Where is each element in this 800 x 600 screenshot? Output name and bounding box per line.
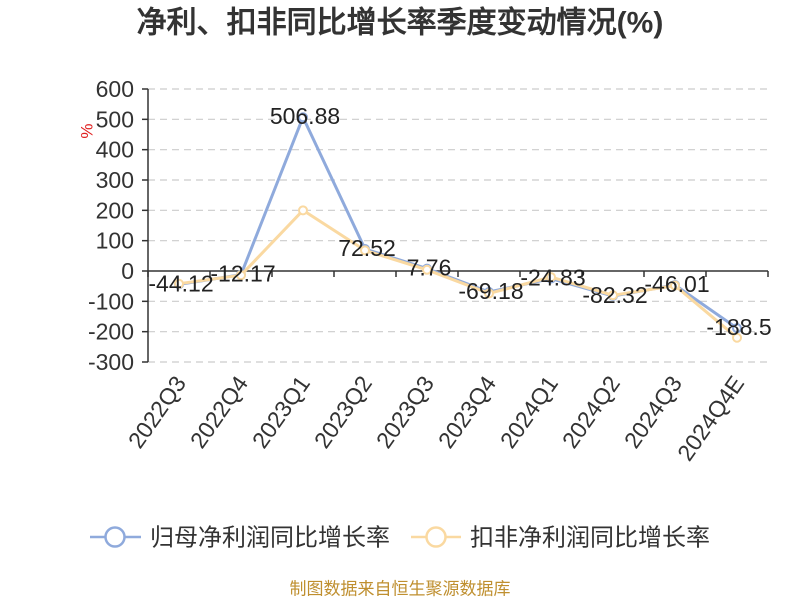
data-point — [484, 288, 494, 299]
data-label: 72.52 — [338, 235, 396, 261]
series-line-2 — [177, 208, 739, 340]
data-point — [732, 332, 742, 343]
legend-circle-icon — [425, 526, 447, 548]
legend-label: 归母净利润同比增长率 — [150, 525, 390, 552]
y-tick-label: 100 — [96, 228, 134, 254]
data-label: -24.83 — [520, 265, 585, 291]
data-labels: -44.12-12.17506.8872.527.76-69.18-24.83-… — [148, 103, 771, 340]
data-point — [422, 264, 432, 275]
data-point — [546, 272, 556, 283]
x-tick-label: 2022Q4 — [185, 371, 253, 453]
y-axis-unit-label: % — [78, 123, 97, 138]
x-tick-label: 2023Q1 — [247, 371, 315, 453]
gridlines — [148, 88, 768, 363]
data-point — [360, 245, 370, 256]
data-label: 7.76 — [407, 255, 452, 281]
y-tick-label: -100 — [88, 288, 134, 314]
data-label: -12.17 — [210, 261, 275, 287]
y-tick-label: 200 — [96, 197, 134, 223]
data-point — [608, 290, 618, 301]
data-point — [174, 278, 184, 289]
x-tick-label: 2023Q3 — [371, 371, 439, 453]
y-tick-label: 300 — [96, 167, 134, 193]
y-tick-label: 0 — [121, 258, 134, 284]
legend-circle-icon — [104, 526, 126, 548]
data-point — [732, 323, 742, 334]
x-tick-label: 2022Q3 — [123, 371, 191, 453]
y-tick-label: 600 — [96, 76, 134, 102]
data-label: -44.12 — [148, 270, 213, 296]
y-tick-label: -300 — [88, 349, 134, 375]
legend-label: 扣非净利润同比增长率 — [470, 525, 710, 552]
y-tick-label: -200 — [88, 319, 134, 345]
data-label: -188.5 — [706, 314, 771, 340]
x-tick-label: 2023Q2 — [309, 371, 377, 453]
legend-item-net-profit-growth[interactable]: 归母净利润同比增长率 — [90, 525, 390, 552]
data-point — [670, 280, 680, 291]
x-tick-label: 2024Q1 — [495, 371, 563, 453]
series-lines — [174, 112, 742, 343]
chart-title: 净利、扣非同比增长率季度变动情况(%) — [137, 6, 664, 40]
legend: 归母净利润同比增长率 扣非净利润同比增长率 — [90, 525, 710, 552]
x-tick-label: 2024Q2 — [557, 371, 625, 453]
data-label: -46.01 — [644, 271, 709, 297]
x-tick-label: 2023Q4 — [433, 371, 501, 453]
data-point — [298, 205, 308, 216]
data-label: 506.88 — [270, 103, 340, 129]
source-note: 制图数据来自恒生聚源数据库 — [290, 580, 511, 599]
legend-item-deducted-net-profit-growth[interactable]: 扣非净利润同比增长率 — [411, 525, 710, 552]
y-tick-label: 400 — [96, 137, 134, 163]
data-point — [236, 270, 246, 281]
data-label: -82.32 — [582, 282, 647, 308]
x-tick-label: 2024Q3 — [619, 371, 687, 453]
data-label: -69.18 — [458, 278, 523, 304]
y-tick-label: 500 — [96, 106, 134, 132]
data-point — [298, 112, 308, 123]
